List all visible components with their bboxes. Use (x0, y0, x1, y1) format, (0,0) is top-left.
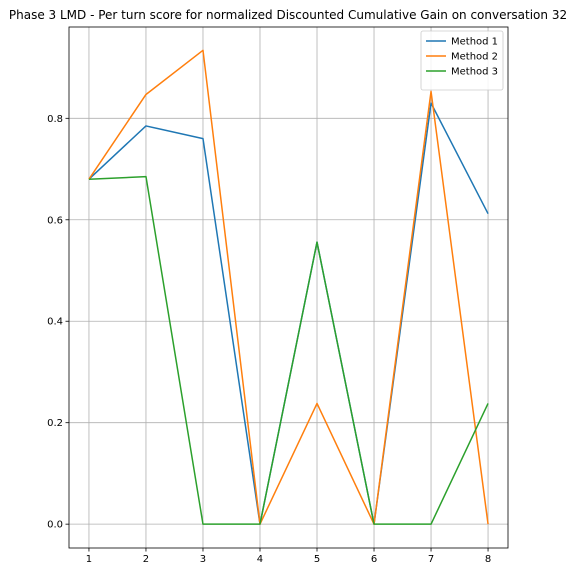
series-line (88, 175, 489, 525)
series-line (88, 102, 489, 525)
x-tick-label: 1 (86, 554, 92, 565)
x-tick-label: 3 (200, 554, 206, 565)
y-tick-label: 0.2 (47, 418, 63, 429)
series-lines (88, 49, 489, 525)
y-tick-label: 0.0 (47, 520, 63, 531)
x-tick-label: 2 (143, 554, 149, 565)
legend: Method 1 Method 2 Method 3 (420, 30, 504, 91)
x-tick-label: 4 (257, 554, 263, 565)
plot-area-frame (68, 26, 509, 549)
y-tick-label: 0.8 (47, 114, 63, 125)
legend-label: Method 1 (451, 37, 498, 48)
x-tick-label: 6 (371, 554, 377, 565)
legend-label: Method 3 (451, 67, 498, 78)
axis-ticks: 1 2 3 4 5 6 7 8 0.0 0.2 0.4 0.6 0.8 (47, 114, 491, 565)
x-tick-label: 8 (485, 554, 491, 565)
y-tick-label: 0.6 (47, 215, 63, 226)
series-line (88, 49, 489, 525)
y-tick-label: 0.4 (47, 317, 63, 328)
grid (69, 27, 508, 548)
x-tick-label: 5 (314, 554, 320, 565)
chart-title: Phase 3 LMD - Per turn score for normali… (8, 8, 568, 22)
x-tick-label: 7 (428, 554, 434, 565)
legend-box (420, 30, 504, 91)
legend-label: Method 2 (451, 52, 498, 63)
